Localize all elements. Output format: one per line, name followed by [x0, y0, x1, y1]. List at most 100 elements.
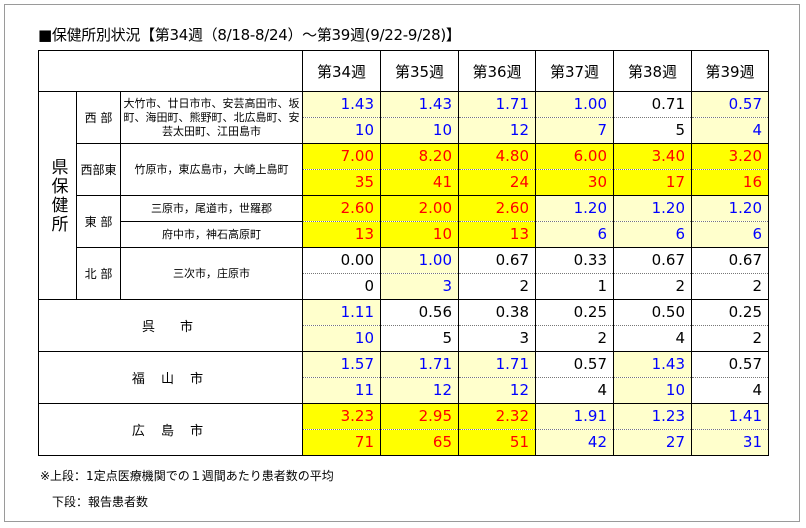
city-label: 呉 市 [37, 299, 304, 352]
avg-cell: 1.11 [302, 299, 382, 326]
table-row: 0 3 2 1 2 2 [39, 273, 770, 300]
avg-cell: 2.32 [458, 403, 537, 430]
count-cell: 2 [458, 273, 537, 300]
count-cell: 4 [613, 325, 693, 352]
table-row: 71 65 51 42 27 31 [39, 429, 770, 456]
table-row: 西部東 竹原市，東広島市，大崎上島町 7.00 8.20 4.80 6.00 3… [39, 143, 770, 196]
avg-cell: 0.00 [302, 247, 382, 274]
count-cell: 30 [535, 169, 615, 196]
avg-cell: 3.23 [302, 403, 382, 430]
count-cell: 31 [691, 429, 770, 456]
table-row: 府中市，神石高原町 13 10 13 6 6 6 [39, 221, 770, 248]
avg-cell: 2.60 [458, 195, 537, 222]
avg-cell: 1.43 [380, 91, 460, 118]
table-row: 35 41 24 30 17 16 [39, 169, 770, 196]
count-cell: 11 [302, 377, 382, 404]
avg-cell: 1.20 [613, 195, 693, 222]
count-cell: 10 [380, 117, 460, 144]
avg-cell: 1.43 [302, 91, 382, 118]
count-cell: 51 [458, 429, 537, 456]
avg-cell: 1.71 [458, 91, 537, 118]
header-row: 第34週 第35週 第36週 第37週 第38週 第39週 [37, 50, 770, 92]
note-line: 下段：報告患者数 [52, 495, 149, 509]
avg-cell: 3.40 [613, 143, 693, 170]
city-label: 福 山 市 [37, 351, 304, 404]
avg-cell: 0.71 [613, 91, 693, 118]
avg-cell: 1.43 [613, 351, 693, 378]
avg-cell: 1.20 [691, 195, 770, 222]
avg-cell: 1.00 [380, 247, 460, 274]
area-list: 府中市，神石高原町 [119, 221, 304, 248]
count-cell: 10 [380, 221, 460, 248]
avg-cell: 1.00 [535, 91, 615, 118]
avg-cell: 1.20 [535, 195, 615, 222]
count-cell: 6 [613, 221, 693, 248]
avg-cell: 0.57 [691, 91, 770, 118]
avg-cell: 1.71 [458, 351, 537, 378]
area-list: 三原市，尾道市，世羅郡 [119, 195, 304, 222]
count-cell: 13 [302, 221, 382, 248]
count-cell: 13 [458, 221, 537, 248]
avg-cell: 1.71 [380, 351, 460, 378]
week-header: 第37週 [535, 50, 615, 92]
avg-cell: 2.00 [380, 195, 460, 222]
area-list: 三次市，庄原市 [119, 247, 304, 300]
count-cell: 1 [535, 273, 615, 300]
avg-cell: 2.95 [380, 403, 460, 430]
avg-cell: 3.20 [691, 143, 770, 170]
figure-frame [4, 4, 800, 522]
week-header: 第38週 [613, 50, 693, 92]
count-cell: 12 [380, 377, 460, 404]
avg-cell: 0.57 [535, 351, 615, 378]
table-row: 10 5 3 2 4 2 [39, 325, 770, 352]
avg-cell: 0.67 [691, 247, 770, 274]
page-title: ■保健所別状況【第34週（8/18-8/24）～第39週(9/22-9/28)】 [38, 26, 461, 44]
count-cell: 65 [380, 429, 460, 456]
count-cell: 10 [302, 325, 382, 352]
count-cell: 5 [380, 325, 460, 352]
count-cell: 17 [613, 169, 693, 196]
week-header: 第39週 [691, 50, 770, 92]
avg-cell: 0.67 [458, 247, 537, 274]
district-label: 北 部 [76, 247, 121, 300]
count-cell: 6 [535, 221, 615, 248]
avg-cell: 1.91 [535, 403, 615, 430]
count-cell: 42 [535, 429, 615, 456]
avg-cell: 0.57 [691, 351, 770, 378]
district-label: 西部東 [76, 143, 121, 196]
surveillance-table: 第34週 第35週 第36週 第37週 第38週 第39週 県保健所 西 部 大… [37, 50, 770, 456]
week-header: 第34週 [302, 50, 382, 92]
table-row: 広 島 市 3.23 2.95 2.32 1.91 1.23 1.41 [37, 403, 770, 456]
avg-cell: 1.23 [613, 403, 693, 430]
count-cell: 2 [691, 273, 770, 300]
avg-cell: 0.50 [613, 299, 693, 326]
count-cell: 4 [535, 377, 615, 404]
count-cell: 10 [302, 117, 382, 144]
count-cell: 3 [458, 325, 537, 352]
count-cell: 71 [302, 429, 382, 456]
avg-cell: 0.25 [535, 299, 615, 326]
count-cell: 2 [613, 273, 693, 300]
city-label: 広 島 市 [37, 403, 304, 456]
area-list: 竹原市，東広島市，大崎上島町 [119, 143, 304, 196]
table-row: 福 山 市 1.57 1.71 1.71 0.57 1.43 0.57 [37, 351, 770, 404]
table-row: 東 部 三原市，尾道市，世羅郡 2.60 2.00 2.60 1.20 1.20… [39, 195, 770, 248]
notes: ※上段：1定点医療機関での１週間あたり患者数の平均 下段：報告患者数 [40, 463, 334, 515]
table-row: 北 部 三次市，庄原市 0.00 1.00 0.67 0.33 0.67 0.6… [39, 247, 770, 300]
table-row: 10 10 12 7 5 4 [39, 117, 770, 144]
count-cell: 2 [535, 325, 615, 352]
avg-cell: 0.25 [691, 299, 770, 326]
week-header: 第35週 [380, 50, 460, 92]
count-cell: 16 [691, 169, 770, 196]
count-cell: 3 [380, 273, 460, 300]
avg-cell: 0.33 [535, 247, 615, 274]
count-cell: 6 [691, 221, 770, 248]
avg-cell: 1.41 [691, 403, 770, 430]
table-row: 県保健所 西 部 大竹市、廿日市市、安芸高田市、坂町、海田町、熊野町、北広島町、… [38, 91, 770, 300]
header-corner [37, 50, 304, 92]
count-cell: 5 [613, 117, 693, 144]
count-cell: 12 [458, 377, 537, 404]
count-cell: 0 [302, 273, 382, 300]
count-cell: 24 [458, 169, 537, 196]
week-header: 第36週 [458, 50, 537, 92]
